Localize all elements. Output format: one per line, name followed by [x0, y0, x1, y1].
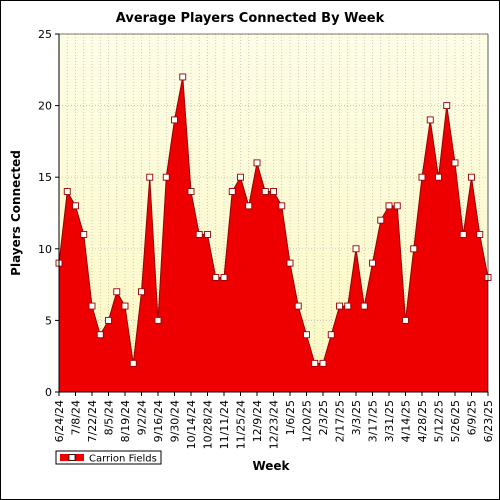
x-tick-label: 8/19/24 — [119, 400, 132, 442]
y-tick-labels: 0 5 10 15 20 25 — [38, 28, 52, 399]
data-point — [426, 116, 434, 124]
data-point — [286, 259, 294, 267]
y-tick-label: 15 — [38, 171, 52, 184]
x-tick-label: 5/12/25 — [433, 400, 446, 442]
x-tick-label: 6/9/25 — [466, 400, 479, 435]
x-axis-title: Week — [252, 459, 290, 473]
data-point — [360, 302, 368, 310]
data-point — [146, 173, 154, 181]
data-point — [245, 202, 253, 210]
data-point — [443, 102, 451, 110]
x-tick-label: 9/2/24 — [136, 400, 149, 435]
data-point — [418, 173, 426, 181]
axes — [55, 33, 489, 396]
data-point — [220, 273, 228, 281]
data-point — [369, 259, 376, 267]
data-point — [171, 116, 178, 124]
x-tick-label: 6/24/24 — [53, 400, 66, 442]
data-point — [303, 331, 310, 339]
x-tick-label: 3/31/25 — [383, 400, 396, 442]
x-tick-label: 3/17/25 — [367, 400, 380, 442]
data-point — [195, 231, 203, 238]
legend-label: Carrion Fields — [89, 454, 157, 465]
x-tick-label: 10/14/24 — [185, 400, 198, 449]
data-point — [270, 188, 277, 195]
data-point — [410, 245, 418, 253]
data-point — [228, 188, 236, 195]
x-tick-label: 4/28/25 — [416, 400, 429, 442]
data-point — [72, 202, 79, 210]
chart-title: Average Players Connected By Week — [116, 11, 385, 26]
series-markers — [55, 73, 492, 367]
area-fill — [59, 76, 488, 393]
data-point — [204, 231, 211, 238]
x-tick-label: 1/6/25 — [284, 400, 297, 435]
data-point — [80, 231, 88, 238]
data-point — [327, 331, 335, 339]
data-point — [121, 302, 129, 310]
data-point — [261, 188, 269, 195]
data-point — [88, 302, 96, 310]
x-tick-label: 8/5/24 — [103, 400, 116, 435]
data-point — [319, 359, 327, 367]
data-point — [278, 202, 286, 210]
x-tick-label: 9/30/24 — [169, 400, 182, 442]
data-point — [468, 173, 475, 181]
x-tick-label: 5/26/25 — [449, 400, 462, 442]
data-point — [129, 359, 137, 367]
data-point — [451, 159, 459, 167]
data-point — [253, 159, 261, 167]
data-point — [311, 359, 319, 367]
x-tick-label: 2/3/25 — [317, 400, 330, 435]
x-tick-label: 12/9/24 — [251, 400, 264, 442]
data-point — [352, 245, 360, 253]
data-point — [459, 231, 467, 238]
data-point — [138, 288, 145, 296]
x-tick-label: 3/3/25 — [350, 400, 363, 435]
x-tick-label: 7/22/24 — [86, 400, 99, 442]
x-tick-label: 1/20/25 — [301, 400, 314, 442]
x-tick-label: 9/16/24 — [152, 400, 165, 442]
x-tick-label: 6/23/25 — [482, 400, 495, 442]
x-tick-label: 11/11/24 — [218, 400, 231, 449]
data-point — [476, 231, 484, 238]
legend-marker — [68, 454, 76, 461]
y-tick-label: 20 — [38, 100, 52, 113]
data-point — [336, 302, 343, 310]
x-tick-label: 12/23/24 — [268, 400, 281, 449]
data-point — [154, 316, 162, 324]
data-point — [63, 188, 71, 195]
data-point — [187, 188, 195, 195]
y-tick-label: 25 — [38, 28, 52, 41]
data-point — [162, 173, 170, 181]
data-point — [179, 73, 187, 81]
x-tick-label: 10/28/24 — [202, 400, 215, 449]
x-tick-label: 7/8/24 — [70, 400, 83, 435]
data-point — [96, 331, 104, 339]
data-point — [237, 173, 244, 181]
x-tick-labels: 6/24/24 7/8/24 7/22/24 8/5/24 8/19/24 9/2/24 9… — [53, 400, 495, 449]
data-point — [402, 316, 409, 324]
y-tick-label: 5 — [45, 314, 52, 327]
data-point — [435, 173, 442, 181]
y-tick-label: 10 — [38, 243, 52, 256]
data-point — [294, 302, 302, 310]
y-axis-title: Players Connected — [9, 150, 23, 276]
data-point — [212, 273, 220, 281]
data-point — [344, 302, 352, 310]
x-tick-label: 4/14/25 — [400, 400, 413, 442]
legend: Carrion Fields — [55, 450, 162, 465]
data-point — [377, 216, 385, 224]
data-point — [393, 202, 401, 210]
data-point — [105, 316, 112, 324]
y-tick-label: 0 — [45, 386, 52, 399]
data-point — [385, 202, 393, 210]
x-tick-label: 11/25/24 — [235, 400, 248, 449]
x-tick-label: 2/17/25 — [334, 400, 347, 442]
data-point — [113, 288, 121, 296]
